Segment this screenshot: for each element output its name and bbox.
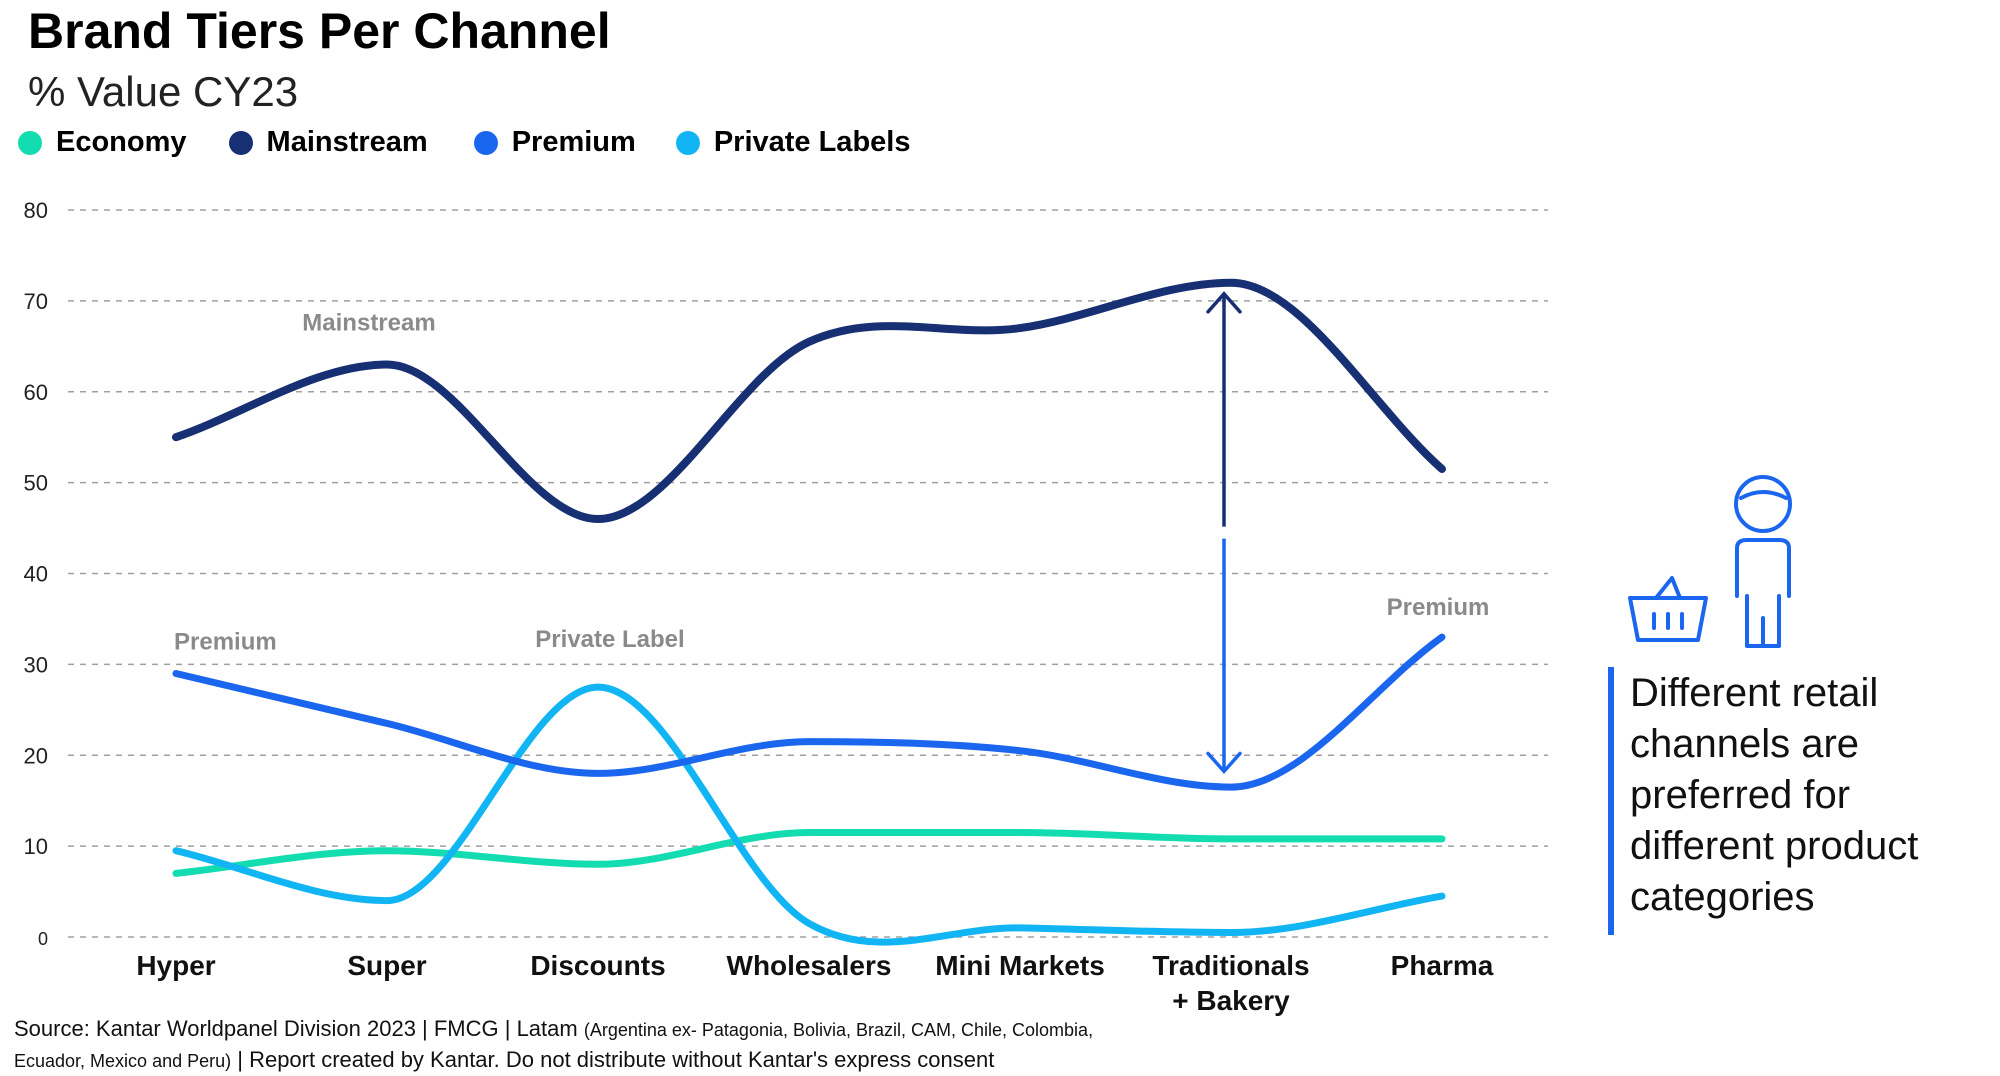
legend-label-mainstream: Mainstream (266, 126, 428, 158)
x-tick-label-line: + Bakery (1172, 985, 1290, 1016)
legend-label-economy: Economy (56, 126, 187, 158)
x-tick-label: Pharma (1391, 950, 1494, 981)
y-tick-label: 30 (24, 652, 48, 677)
x-tick-label: Mini Markets (935, 950, 1105, 981)
y-tick-label: 0 (38, 929, 48, 949)
legend-item-private-labels: Private Labels (675, 126, 911, 159)
y-tick-label: 80 (24, 198, 48, 223)
legend-label-premium: Premium (511, 126, 636, 158)
shopper-person-icon (1734, 475, 1792, 648)
legend-dot-mainstream (228, 130, 253, 155)
y-tick-label: 40 (24, 562, 48, 587)
gap-arrow-up-head (1206, 291, 1242, 314)
x-tick-label-line: Super (347, 950, 426, 981)
annotation-label: Premium (1387, 594, 1490, 621)
shopping-basket-and-shopper-illustration (1628, 475, 1792, 648)
y-tick-label: 10 (24, 834, 48, 859)
x-tick-label: Wholesalers (727, 950, 892, 981)
y-tick-label: 70 (24, 289, 48, 314)
insight-note-line-1: Different retail (1630, 671, 1879, 715)
series-lines (172, 278, 1446, 946)
shopping-basket-icon (1628, 576, 1708, 642)
series-line-mainstream (172, 278, 1446, 523)
chart-annotations: Mainstream Premium Private Label Premium (174, 309, 1489, 655)
gap-arrow (1206, 291, 1242, 775)
legend-dot-private-labels (675, 130, 700, 155)
grid-lines (68, 209, 1548, 938)
annotation-label: Mainstream (302, 309, 435, 336)
y-tick-label: 60 (24, 380, 48, 405)
y-axis-ticks: 0 10 20 30 40 50 60 70 80 (24, 198, 48, 949)
x-tick-label-line: Pharma (1391, 950, 1494, 981)
series-line-private-labels (172, 683, 1446, 946)
legend-dot-economy (18, 130, 42, 155)
note-accent-bar (1608, 667, 1614, 935)
x-tick-label: Traditionals + Bakery (1152, 950, 1309, 1016)
insight-note: Different retail channels are preferred … (1630, 668, 1918, 923)
gap-arrow-down-head (1206, 751, 1242, 775)
y-tick-label: 50 (24, 471, 48, 496)
x-tick-label-line: Wholesalers (727, 950, 892, 981)
legend-dot-premium (473, 130, 498, 155)
x-tick-label-line: Hyper (136, 950, 215, 981)
x-tick-label: Super (347, 950, 426, 981)
source-line-2: Ecuador, Mexico and Peru) | Report creat… (14, 1045, 1093, 1076)
insight-note-line-4: different product (1630, 824, 1919, 868)
series-line-economy (172, 828, 1446, 877)
chart-title: Brand Tiers Per Channel (28, 3, 611, 59)
annotation-label: Premium (174, 628, 277, 655)
insight-note-line-2: channels are (1630, 722, 1860, 766)
chart-subtitle: % Value CY23 (28, 68, 299, 115)
y-tick-label: 20 (24, 743, 48, 768)
source-line-2-main: | Report created by Kantar. Do not distr… (231, 1047, 995, 1072)
source-line-2-countries: Ecuador, Mexico and Peru) (14, 1051, 232, 1071)
x-tick-label-line: Discounts (530, 950, 665, 981)
chart-legend: Economy Mainstream Premium Private Label… (18, 126, 952, 159)
insight-note-line-3: preferred for (1630, 773, 1851, 817)
insight-note-line-5: categories (1630, 875, 1815, 919)
x-tick-label-line: Mini Markets (935, 950, 1105, 981)
x-tick-label: Discounts (530, 950, 665, 981)
source-line-1-countries: (Argentina ex- Patagonia, Bolivia, Brazi… (583, 1020, 1094, 1040)
legend-item-premium: Premium (473, 126, 636, 159)
legend-label-private-labels: Private Labels (713, 126, 911, 158)
source-line-1-main: Source: Kantar Worldpanel Division 2023 … (14, 1016, 584, 1041)
source-footnote: Source: Kantar Worldpanel Division 2023 … (14, 1014, 1093, 1076)
legend-item-economy: Economy (18, 126, 187, 159)
x-tick-label: Hyper (136, 950, 215, 981)
annotation-label: Private Label (535, 626, 684, 653)
series-line-premium (172, 633, 1446, 791)
source-line-1: Source: Kantar Worldpanel Division 2023 … (14, 1014, 1093, 1045)
x-axis-ticks: Hyper Super Discounts Wholesalers Mini Marke… (136, 950, 1493, 1016)
legend-item-mainstream: Mainstream (228, 126, 428, 159)
x-tick-label-line: Traditionals (1152, 950, 1309, 981)
